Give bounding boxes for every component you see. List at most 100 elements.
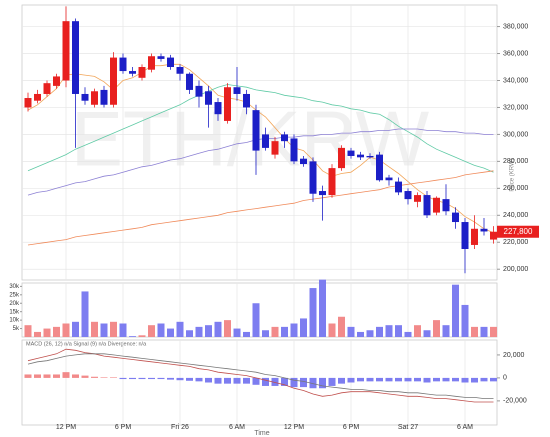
- x-tick-label: 6 AM: [229, 424, 245, 431]
- histogram-bar: [176, 377, 184, 381]
- volume-bar: [148, 325, 155, 337]
- candle-body: [490, 231, 497, 240]
- histogram-bar: [357, 377, 364, 382]
- histogram-bar: [480, 377, 488, 382]
- histogram-bar: [490, 377, 497, 382]
- y-tick-label: 280,000: [503, 158, 528, 165]
- line: [27, 170, 494, 246]
- line: [27, 353, 494, 399]
- volume-bar: [319, 279, 326, 337]
- candle-body: [195, 85, 203, 97]
- histogram-bar: [262, 377, 269, 386]
- watermark: ETH/KRW: [71, 95, 430, 183]
- histogram-bar: [43, 374, 51, 378]
- volume-bar: [100, 323, 108, 337]
- candle-body: [100, 89, 108, 105]
- volume-bar: [309, 288, 317, 337]
- macd-legend: MACD (26, 12) n/a Signal (9) n/a Diverge…: [26, 341, 147, 347]
- histogram-bar: [328, 377, 336, 386]
- candle-body: [34, 93, 41, 101]
- volume-bar: [138, 335, 146, 337]
- y-tick-label: 30k: [9, 284, 20, 290]
- volume-bar: [129, 336, 136, 337]
- candle-body: [404, 191, 412, 200]
- candle-body: [461, 222, 469, 249]
- x-tick-label: 12 PM: [56, 424, 76, 431]
- volume-bar: [347, 326, 355, 337]
- y-tick-label: 240,000: [503, 212, 528, 219]
- histogram-bar: [53, 374, 60, 378]
- volume-bar: [214, 321, 222, 337]
- histogram-bar: [347, 377, 355, 383]
- candle-body: [176, 67, 184, 74]
- candle-body: [281, 134, 288, 142]
- candle-body: [290, 138, 298, 162]
- volume-bar: [262, 330, 269, 337]
- volume-bar: [167, 328, 174, 337]
- candle-body: [53, 76, 60, 86]
- histogram-bar: [100, 377, 108, 378]
- candle-body: [347, 150, 355, 156]
- histogram-bar: [376, 377, 383, 382]
- histogram-bar: [81, 375, 89, 378]
- x-tick-label: 12 PM: [284, 424, 304, 431]
- histogram-bar: [24, 374, 32, 378]
- volume-bar: [480, 326, 488, 337]
- candle-body: [62, 21, 70, 81]
- volume-bar: [43, 328, 51, 337]
- candle-body: [442, 199, 450, 212]
- histogram-bar: [433, 377, 440, 382]
- histogram-bar: [34, 374, 41, 378]
- y-tick-label: 20k: [9, 301, 20, 307]
- candle-body: [148, 56, 155, 70]
- volume-bar: [205, 325, 212, 337]
- volume-bar: [442, 325, 450, 337]
- volume-bar: [357, 331, 364, 337]
- histogram-bar: [205, 377, 212, 383]
- x-tick-label: Fri 26: [171, 424, 189, 431]
- histogram-bar: [281, 377, 288, 386]
- candle-body: [357, 154, 364, 158]
- last-price-label: 227,800: [504, 227, 533, 236]
- y-tick-label: 300,000: [503, 131, 528, 138]
- candle-body: [319, 191, 326, 196]
- volume-bar: [271, 326, 279, 337]
- histogram-bar: [224, 377, 231, 384]
- volume-bar: [53, 326, 60, 337]
- candle-body: [262, 134, 269, 148]
- candle-body: [157, 56, 165, 59]
- histogram-bar: [404, 377, 412, 382]
- volume-bar: [452, 284, 459, 337]
- candle-body: [433, 197, 440, 213]
- candle-body: [119, 57, 127, 72]
- volume-bar: [338, 316, 345, 337]
- volume-bar: [300, 318, 307, 337]
- histogram-bar: [395, 377, 402, 382]
- volume-bar: [157, 323, 165, 337]
- histogram-bar: [62, 372, 70, 378]
- volume-bar: [281, 326, 288, 337]
- volume-bar: [376, 326, 383, 337]
- volume-bar: [433, 320, 440, 337]
- histogram-bar: [233, 377, 241, 384]
- candle-body: [328, 168, 336, 196]
- y-tick-label: 0: [503, 375, 507, 382]
- candle-body: [129, 71, 136, 74]
- volume-bar: [119, 323, 127, 337]
- volume-bar: [186, 330, 193, 337]
- y-tick-label: 340,000: [503, 77, 528, 84]
- volume-bar: [110, 321, 117, 337]
- candle-body: [138, 67, 146, 78]
- histogram-bar: [385, 377, 393, 382]
- candle-body: [452, 212, 459, 223]
- histogram-bar: [91, 376, 98, 378]
- volume-bar: [24, 325, 32, 337]
- volume-bar: [233, 328, 241, 337]
- candle-body: [167, 57, 174, 68]
- volume-bar: [395, 325, 402, 337]
- histogram-bar: [72, 374, 79, 378]
- histogram-bar: [195, 377, 203, 382]
- y-tick-label: 20,000: [503, 352, 525, 359]
- candle-body: [309, 161, 317, 194]
